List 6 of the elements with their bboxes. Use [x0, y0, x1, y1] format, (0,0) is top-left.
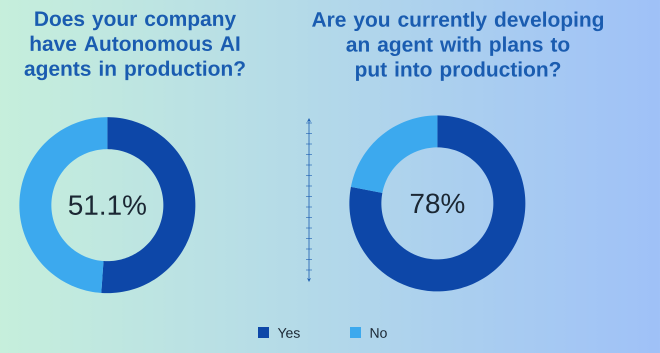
chart-title: Are you currently developing an agent with plans to put into production? — [312, 12, 604, 81]
legend-label: Yes — [278, 328, 300, 338]
text: 78% — [410, 194, 464, 214]
legend-label: No — [370, 328, 387, 338]
chart-title: Does your company have Autonomous AI agents in production? — [24, 12, 245, 80]
text: 51.1% — [68, 195, 146, 215]
